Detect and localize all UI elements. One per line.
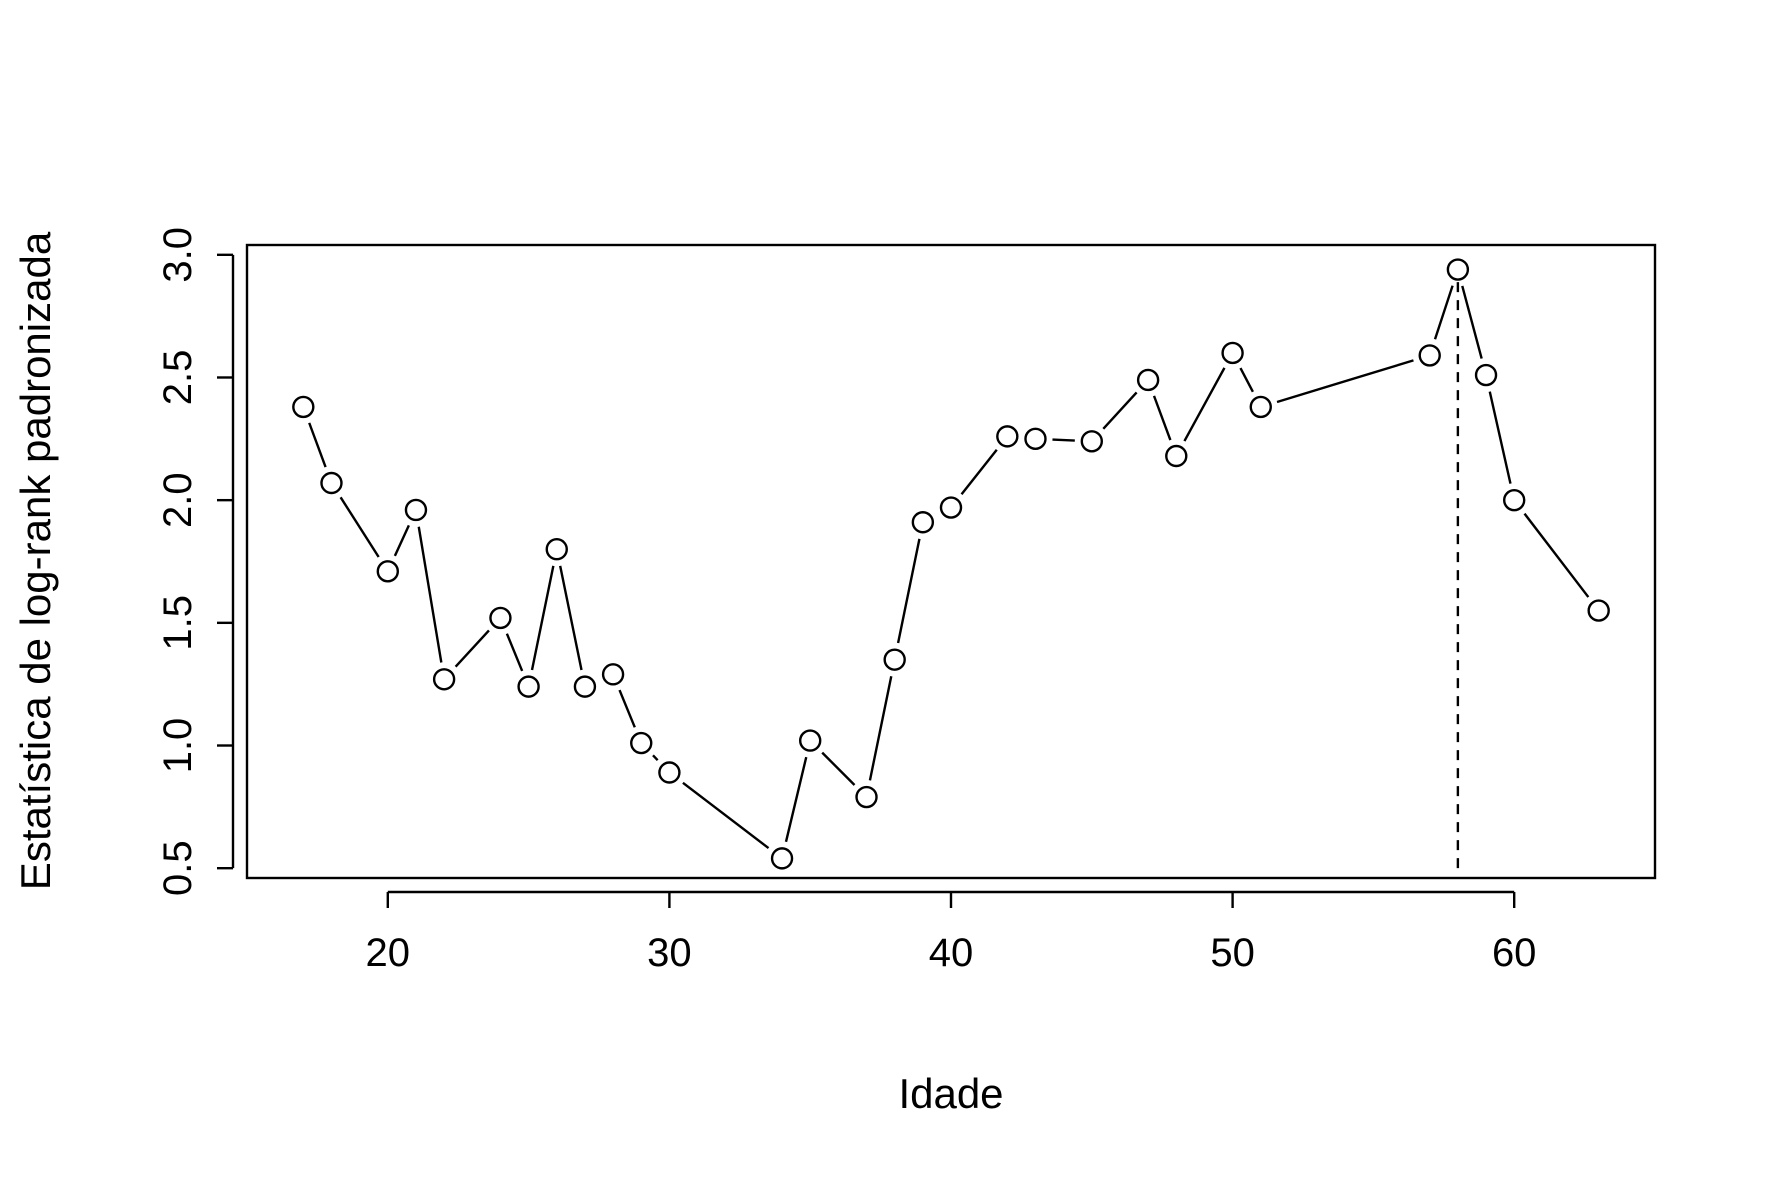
data-point bbox=[1024, 427, 1047, 451]
data-point bbox=[1474, 363, 1498, 387]
line-segment bbox=[1183, 367, 1226, 442]
data-point bbox=[573, 675, 597, 698]
data-point bbox=[1221, 341, 1244, 365]
x-tick-label: 50 bbox=[1210, 931, 1255, 975]
data-point bbox=[996, 425, 1019, 448]
line-segment bbox=[393, 524, 410, 557]
data-point bbox=[939, 496, 963, 519]
line-segment bbox=[784, 756, 808, 843]
data-point bbox=[1249, 395, 1272, 419]
data-point bbox=[1136, 368, 1160, 392]
y-tick-label: 1.5 bbox=[156, 595, 200, 651]
data-point bbox=[292, 395, 315, 419]
line-segment bbox=[339, 496, 380, 558]
y-axis-title: Estatística de log-rank padronizada bbox=[12, 231, 59, 890]
data-point bbox=[1587, 599, 1610, 622]
line-segment bbox=[652, 754, 659, 762]
data-point bbox=[1418, 344, 1441, 367]
line-segment bbox=[821, 751, 856, 786]
line-segment bbox=[530, 565, 555, 671]
line-segment bbox=[308, 422, 327, 468]
line-segment bbox=[960, 448, 998, 495]
data-point bbox=[404, 498, 428, 522]
y-tick-label: 2.0 bbox=[156, 472, 200, 528]
data-point bbox=[432, 668, 456, 691]
x-tick-label: 20 bbox=[366, 931, 411, 975]
data-point bbox=[376, 560, 399, 583]
line-segment bbox=[454, 629, 490, 668]
line-segment bbox=[1433, 285, 1454, 340]
data-point bbox=[545, 538, 568, 561]
line-segment bbox=[896, 538, 921, 644]
data-point bbox=[1165, 444, 1188, 468]
x-tick-label: 40 bbox=[929, 931, 974, 975]
axes-layer: 20 30 40 50 60 0.5 1.0 1.5 2.0 2.5 3.0 bbox=[156, 227, 1536, 975]
line-segment bbox=[1523, 512, 1590, 598]
data-point bbox=[1502, 488, 1526, 512]
x-axis-title: Idade bbox=[898, 1070, 1003, 1117]
data-point bbox=[770, 847, 794, 870]
data-point bbox=[911, 511, 935, 534]
data-point bbox=[601, 663, 625, 686]
data-point bbox=[489, 606, 512, 630]
data-point bbox=[799, 729, 822, 752]
line-segment bbox=[1052, 438, 1075, 442]
x-tick-label: 30 bbox=[647, 931, 692, 975]
line-segment bbox=[868, 676, 893, 781]
line-segment bbox=[1461, 285, 1483, 359]
data-point bbox=[883, 648, 906, 671]
data-point bbox=[630, 731, 653, 755]
data-point bbox=[320, 471, 343, 495]
y-tick-label: 0.5 bbox=[156, 840, 200, 896]
plot-frame bbox=[245, 243, 1657, 880]
line-segment bbox=[1152, 395, 1172, 441]
marks-layer bbox=[292, 258, 1610, 870]
line-segment bbox=[1239, 367, 1254, 393]
line-segment bbox=[1488, 391, 1512, 484]
line-segment bbox=[505, 633, 524, 672]
y-tick-label: 1.0 bbox=[156, 718, 200, 774]
y-tick-label: 2.5 bbox=[156, 350, 200, 406]
line-segment bbox=[417, 526, 443, 663]
y-tick-label: 3.0 bbox=[156, 227, 200, 283]
line-segment bbox=[1102, 391, 1138, 430]
data-point bbox=[658, 761, 681, 784]
line-segment bbox=[682, 781, 770, 850]
line-segment bbox=[618, 689, 636, 728]
data-point bbox=[517, 675, 540, 698]
x-tick-label: 60 bbox=[1492, 931, 1537, 975]
data-point bbox=[855, 785, 878, 809]
data-point bbox=[1446, 258, 1470, 281]
line-segment bbox=[1276, 359, 1414, 404]
line-segment bbox=[558, 565, 583, 671]
data-point bbox=[1080, 430, 1104, 453]
